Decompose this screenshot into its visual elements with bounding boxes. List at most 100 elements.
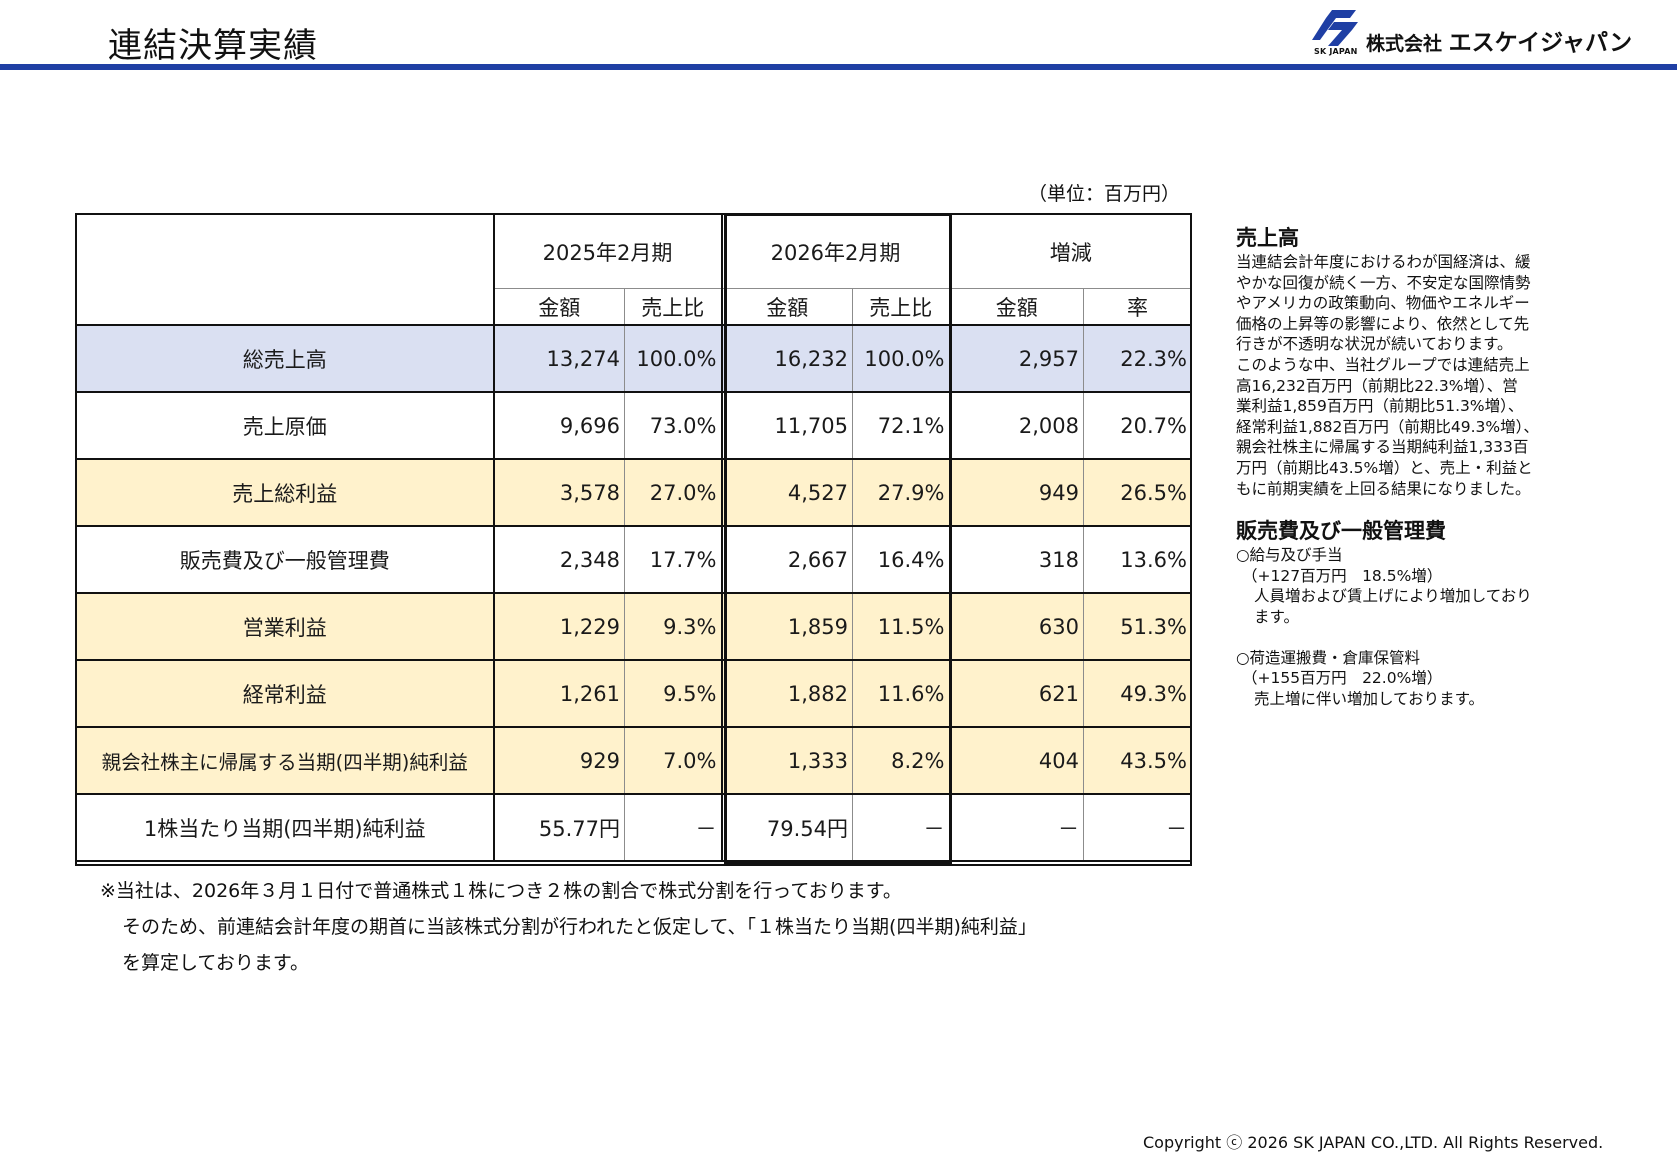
sales-commentary-line: 親会社株主に帰属する当期純利益1,333百 [1236,438,1529,457]
cell-ratio-2025: 9.3% [624,592,723,661]
sga-item-title: ○荷造運搬費・倉庫保管料 [1236,648,1421,667]
cell-amount-2026: 1,333 [721,726,853,795]
subheader-amount-2025: 金額 [493,288,625,326]
cell-ratio-2026: 72.1% [852,391,951,460]
cell-amount-2025: 1,261 [493,659,625,728]
cell-ratio-2026: 11.6% [852,659,951,728]
cell-amount-change: 621 [949,659,1084,728]
logo-subtext: SK JAPAN [1314,47,1358,56]
copyright-notice: Copyright ⓒ 2026 SK JAPAN CO.,LTD. All R… [1143,1133,1604,1152]
company-prefix: 株式会社 [1366,33,1443,55]
unit-label: （単位：百万円） [1028,183,1181,205]
subheader-ratio-2025: 売上比 [624,288,723,326]
cell-amount-2025: 55.77円 [493,793,625,862]
cell-rate-change: 43.5% [1083,726,1192,795]
row-label: 販売費及び一般管理費 [76,525,495,594]
consolidated-results-table: 2025年2月期 2026年2月期 増減 金額 売上比 金額 売上比 金額 率 … [76,214,1192,862]
footnote-line: を算定しております。 [122,952,309,974]
cell-rate-change: － [1083,793,1192,862]
cell-amount-2026: 79.54円 [721,793,853,862]
footnotes: ※当社は、2026年３月１日付で普通株式１株につき２株の割合で株式分割を行ってお… [100,873,1037,981]
table-row: 総売上高 13,274 100.0% 16,232 100.0% 2,957 2… [76,324,1192,393]
cell-amount-change: 949 [949,458,1084,527]
row-label: 親会社株主に帰属する当期(四半期)純利益 [76,726,495,795]
sales-commentary-line: もに前期実績を上回る結果になりました。 [1236,479,1531,498]
cell-rate-change: 51.3% [1083,592,1192,661]
cell-amount-2025: 3,578 [493,458,625,527]
cell-amount-2025: 1,229 [493,592,625,661]
cell-amount-2026: 4,527 [721,458,853,527]
cell-ratio-2025: 7.0% [624,726,723,795]
header-row-periods: 2025年2月期 2026年2月期 増減 [76,214,1192,326]
cell-ratio-2026: 11.5% [852,592,951,661]
sales-commentary-line: 業利益1,859百万円（前期比51.3%増）、 [1236,397,1524,416]
header-blank-cell [76,214,495,326]
sga-item-title: ○給与及び手当 [1236,546,1343,565]
cell-ratio-2025: 73.0% [624,391,723,460]
title-underline [0,64,1677,70]
cell-ratio-2026: － [852,793,951,862]
header-row-columns: 金額 売上比 金額 売上比 金額 率 [77,288,1192,326]
cell-ratio-2026: 27.9% [852,458,951,527]
sga-heading: 販売費及び一般管理費 [1236,519,1446,544]
cell-rate-change: 22.3% [1083,324,1192,393]
cell-amount-change: 2,008 [949,391,1084,460]
row-label: 総売上高 [76,324,495,393]
cell-ratio-2025: 100.0% [624,324,723,393]
sga-item-description: 売上増に伴い増加しております。 [1254,689,1485,708]
table-row: 親会社株主に帰属する当期(四半期)純利益 929 7.0% 1,333 8.2%… [76,726,1192,795]
cell-ratio-2025: － [624,793,723,862]
row-label: 営業利益 [76,592,495,661]
sales-commentary-line: 価格の上昇等の影響により、依然として先 [1236,314,1530,333]
sga-item-amount: （+155百万円 22.0%増） [1242,669,1443,688]
row-label: 売上総利益 [76,458,495,527]
cell-ratio-2026: 100.0% [852,324,951,393]
subheader-amount-2026: 金額 [721,288,853,326]
sales-commentary-line: 高16,232百万円（前期比22.3%増）、営 [1236,376,1518,395]
cell-rate-change: 20.7% [1083,391,1192,460]
cell-amount-change: － [949,793,1084,862]
row-label: 売上原価 [76,391,495,460]
cell-amount-2025: 9,696 [493,391,625,460]
cell-amount-change: 2,957 [949,324,1084,393]
sales-commentary-line: やアメリカの政策動向、物価やエネルギー [1236,294,1530,313]
cell-amount-change: 630 [949,592,1084,661]
sga-item-description: 人員増および賃上げにより増加しており [1254,587,1532,606]
sales-commentary-line: 経常利益1,882百万円（前期比49.3%増）、 [1236,417,1539,436]
sga-item-amount: （+127百万円 18.5%増） [1242,566,1443,585]
sales-commentary-line: このような中、当社グループでは連結売上 [1236,355,1530,374]
footnote-line: ※当社は、2026年３月１日付で普通株式１株につき２株の割合で株式分割を行ってお… [100,880,902,902]
page-title: 連結決算実績 [108,26,318,66]
header-change: 増減 [949,214,1192,289]
cell-ratio-2026: 8.2% [852,726,951,795]
cell-amount-2026: 1,882 [721,659,853,728]
sga-item-description: ます。 [1254,607,1299,626]
table-row: 1株当たり当期(四半期)純利益 55.77円 － 79.54円 － － － [76,793,1192,862]
cell-rate-change: 49.3% [1083,659,1192,728]
header-period-2025: 2025年2月期 [493,214,723,289]
cell-amount-2026: 11,705 [721,391,853,460]
cell-amount-change: 404 [949,726,1084,795]
cell-amount-2026: 16,232 [721,324,853,393]
subheader-amount-change: 金額 [949,288,1084,326]
cell-amount-2026: 2,667 [721,525,853,594]
row-label: 経常利益 [76,659,495,728]
table-row: 売上原価 9,696 73.0% 11,705 72.1% 2,008 20.7… [76,391,1192,460]
sales-commentary-line: 当連結会計年度におけるわが国経済は、緩 [1236,253,1531,271]
table-row: 販売費及び一般管理費 2,348 17.7% 2,667 16.4% 318 1… [76,525,1192,594]
cell-ratio-2025: 9.5% [624,659,723,728]
header-period-2026: 2026年2月期 [721,214,951,289]
sales-commentary-line: 行きが不透明な状況が続いております。 [1236,335,1513,354]
table-row: 経常利益 1,261 9.5% 1,882 11.6% 621 49.3% [76,659,1192,728]
company-name-main: エスケイジャパン [1448,30,1633,56]
subheader-ratio-2026: 売上比 [852,288,951,326]
spacer [1236,628,1576,648]
cell-ratio-2025: 27.0% [624,458,723,527]
cell-amount-change: 318 [949,525,1084,594]
company-logo: SK JAPAN 株式会社 エスケイジャパン [1312,10,1632,60]
table-row: 売上総利益 3,578 27.0% 4,527 27.9% 949 26.5% [76,458,1192,527]
cell-amount-2025: 929 [493,726,625,795]
sales-commentary-line: 万円（前期比43.5%増）と、売上・利益と [1236,458,1533,477]
footnote-line: そのため、前連結会計年度の期首に当該株式分割が行われたと仮定して、「１株当たり当… [122,916,1037,938]
cell-ratio-2025: 17.7% [624,525,723,594]
